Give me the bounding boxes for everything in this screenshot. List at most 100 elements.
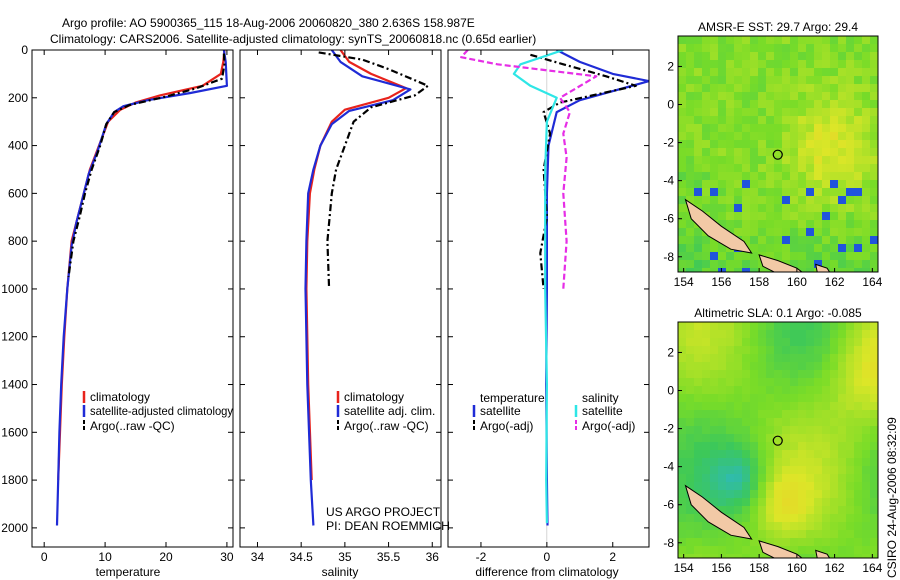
map-cell <box>846 36 855 45</box>
map-cell <box>782 506 791 515</box>
map-cell <box>718 322 727 331</box>
map-cell <box>798 394 807 403</box>
map-cell <box>694 260 703 269</box>
map-cell <box>822 44 831 53</box>
map-cell <box>774 108 783 117</box>
map-cell <box>718 52 727 61</box>
map-cell <box>782 108 791 117</box>
map-cell <box>678 362 687 371</box>
map-cell <box>814 172 823 181</box>
map-cell <box>854 450 863 459</box>
map-cell <box>790 140 799 149</box>
map-cell <box>686 330 695 339</box>
map-cell <box>750 164 759 173</box>
map-cell <box>686 538 695 547</box>
map-cell <box>702 100 711 109</box>
island-landmass <box>684 198 753 254</box>
map-cell <box>774 474 783 483</box>
map-cell <box>830 204 839 213</box>
map-cell <box>718 474 727 483</box>
map-cell <box>718 260 727 269</box>
map-y-tick-label: 2 <box>667 59 674 73</box>
map-cell <box>742 108 751 117</box>
map-cell <box>830 252 839 261</box>
map-cell <box>774 346 783 355</box>
map-cell <box>798 338 807 347</box>
map-cell <box>862 116 871 125</box>
map-cell <box>806 514 815 523</box>
map-cell <box>758 474 767 483</box>
map-cell <box>734 188 743 197</box>
map-cell <box>862 108 871 117</box>
map-cell <box>806 338 815 347</box>
map-cell <box>870 402 878 411</box>
map-cell <box>766 124 775 133</box>
map-cell <box>854 100 863 109</box>
map-cell <box>790 354 799 363</box>
map-cell <box>726 148 735 157</box>
header-line-2: Climatology: CARS2006. Satellite-adjuste… <box>50 32 536 46</box>
map-cell <box>718 546 727 555</box>
x-tick-label: 30 <box>220 550 234 564</box>
map-cell <box>766 354 775 363</box>
map-cell <box>758 362 767 371</box>
map-cell <box>822 124 831 133</box>
map-cell <box>854 410 863 419</box>
map-cell <box>846 490 855 499</box>
map-cell <box>750 546 759 555</box>
map-cell <box>718 450 727 459</box>
map-cell <box>702 554 711 558</box>
map-cell <box>822 466 831 475</box>
y-tick-label: 400 <box>8 139 28 153</box>
map-cell <box>694 172 703 181</box>
map-cell <box>742 164 751 173</box>
map-cell <box>862 196 871 205</box>
map-cell <box>822 236 831 245</box>
map-cell <box>846 132 855 141</box>
map-cell <box>678 354 687 363</box>
map-y-tick-label: -8 <box>663 250 674 264</box>
map-cell <box>830 394 839 403</box>
map-cell <box>758 482 767 491</box>
map-y-tick-label: 0 <box>667 384 674 398</box>
map-cell <box>758 52 767 61</box>
map-cell <box>854 514 863 523</box>
map-cell <box>734 554 743 558</box>
map-cell <box>846 52 855 61</box>
map-cell <box>766 108 775 117</box>
map-cell <box>854 346 863 355</box>
map-cell <box>742 394 751 403</box>
map-cell <box>702 260 711 269</box>
map-cell <box>870 410 878 419</box>
map-cell <box>846 322 855 331</box>
map-cell <box>718 418 727 427</box>
map-cell <box>750 346 759 355</box>
map-cell <box>702 362 711 371</box>
series-line-difference-0 <box>545 50 649 526</box>
map-cell <box>726 354 735 363</box>
map-cell <box>798 260 807 269</box>
map-cell <box>726 394 735 403</box>
map-cell <box>758 458 767 467</box>
map-cell <box>854 228 863 237</box>
map-cell <box>822 378 831 387</box>
map-cell <box>734 204 743 213</box>
map-cell <box>766 442 775 451</box>
map-cell <box>710 378 719 387</box>
map-cell <box>870 346 878 355</box>
map-cell <box>798 474 807 483</box>
map-cell <box>686 458 695 467</box>
map-cell <box>782 434 791 443</box>
map-cell <box>854 92 863 101</box>
map-cell <box>734 538 743 547</box>
map-cell <box>870 76 878 85</box>
map-cell <box>702 490 711 499</box>
map-cell <box>750 410 759 419</box>
map-cell <box>790 124 799 133</box>
map-cell <box>774 148 783 157</box>
map-cell <box>838 220 847 229</box>
map-cell <box>774 522 783 531</box>
map-cell <box>726 330 735 339</box>
map-cell <box>822 228 831 237</box>
map-cell <box>822 68 831 77</box>
